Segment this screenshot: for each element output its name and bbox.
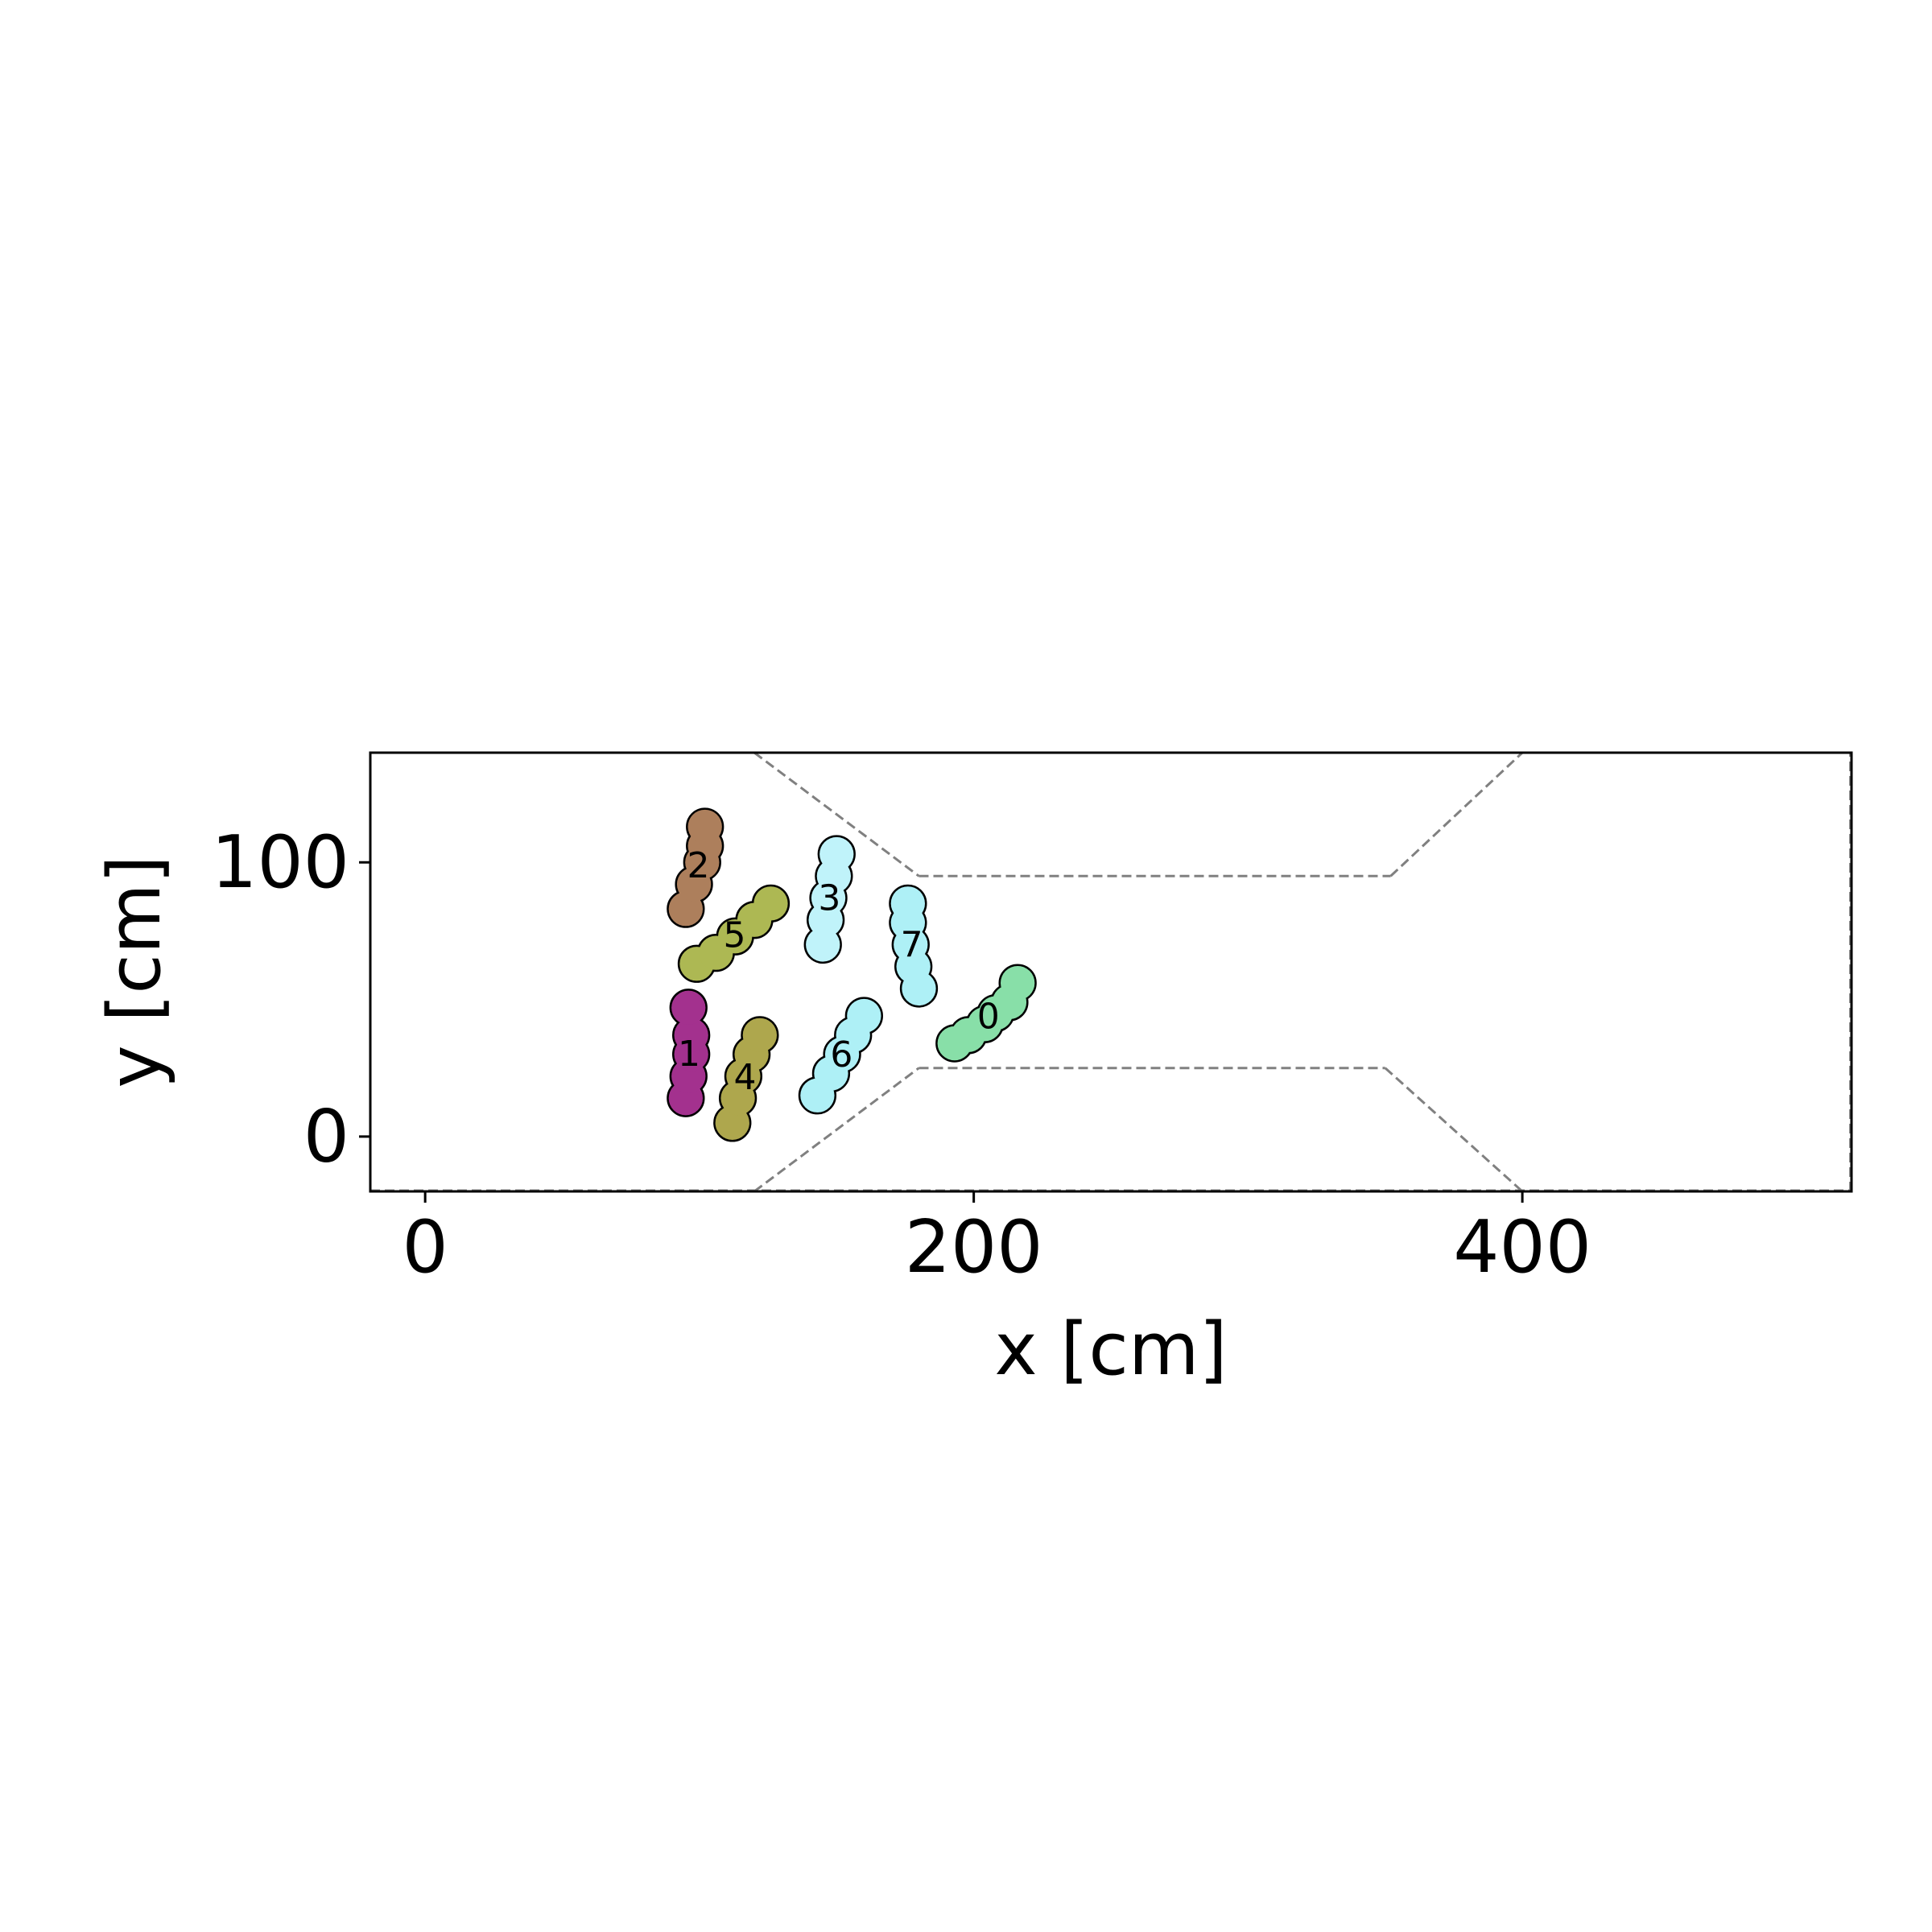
- y-axis-label: y [cm]: [93, 855, 177, 1088]
- boundary-lower-right-wall: [1384, 1067, 1524, 1193]
- agent-3-body-4: [819, 836, 854, 872]
- agent-label-7: 7: [901, 925, 923, 966]
- x-tick-label-200: 200: [905, 1205, 1043, 1290]
- plot-frame: [369, 751, 1853, 1193]
- agent-2-body-4: [687, 809, 722, 844]
- agents-group: 0 1 2 3 4 5 6 7: [667, 807, 1037, 1142]
- x-tick-label-0: 0: [402, 1205, 448, 1290]
- y-tick-label-100: 100: [211, 820, 349, 905]
- agent-4-body-4: [742, 1018, 777, 1052]
- x-axis-label: x [cm]: [994, 1307, 1227, 1392]
- agent-3-body-0: [806, 927, 840, 962]
- agent-2: 2: [667, 807, 724, 928]
- agent-label-5: 5: [724, 914, 746, 956]
- agent-label-0: 0: [977, 997, 1000, 1038]
- agent-label-6: 6: [830, 1034, 852, 1075]
- agent-label-4: 4: [733, 1057, 756, 1098]
- plot-area: [370, 753, 1852, 1191]
- agent-0-body-5: [1001, 965, 1035, 1001]
- agent-1-body-4: [671, 990, 706, 1025]
- axis-ticks: 0 200 400 0 100: [211, 820, 1591, 1290]
- boundary-upper-right-wall: [1389, 751, 1524, 877]
- agent-5: 5: [677, 884, 791, 983]
- agent-label-2: 2: [687, 845, 710, 886]
- agent-6: 6: [798, 997, 883, 1115]
- agent-6-body-4: [847, 998, 881, 1034]
- agent-1-body-3: [674, 1018, 708, 1052]
- x-tick-label-400: 400: [1453, 1205, 1591, 1290]
- agent-3: 3: [803, 835, 856, 964]
- agent-7: 7: [889, 884, 939, 1008]
- agent-1: 1: [667, 989, 711, 1117]
- agent-4: 4: [713, 1016, 779, 1142]
- y-tick-label-0: 0: [303, 1094, 349, 1179]
- agent-label-3: 3: [818, 878, 840, 919]
- agent-label-1: 1: [678, 1034, 700, 1075]
- boundary-lower-left-wall: [753, 1067, 920, 1193]
- agent-0: 0: [935, 964, 1037, 1063]
- boundary-upper-left-wall: [753, 751, 920, 877]
- agent-7-body-4: [890, 886, 925, 921]
- agent-5-body-4: [753, 886, 788, 921]
